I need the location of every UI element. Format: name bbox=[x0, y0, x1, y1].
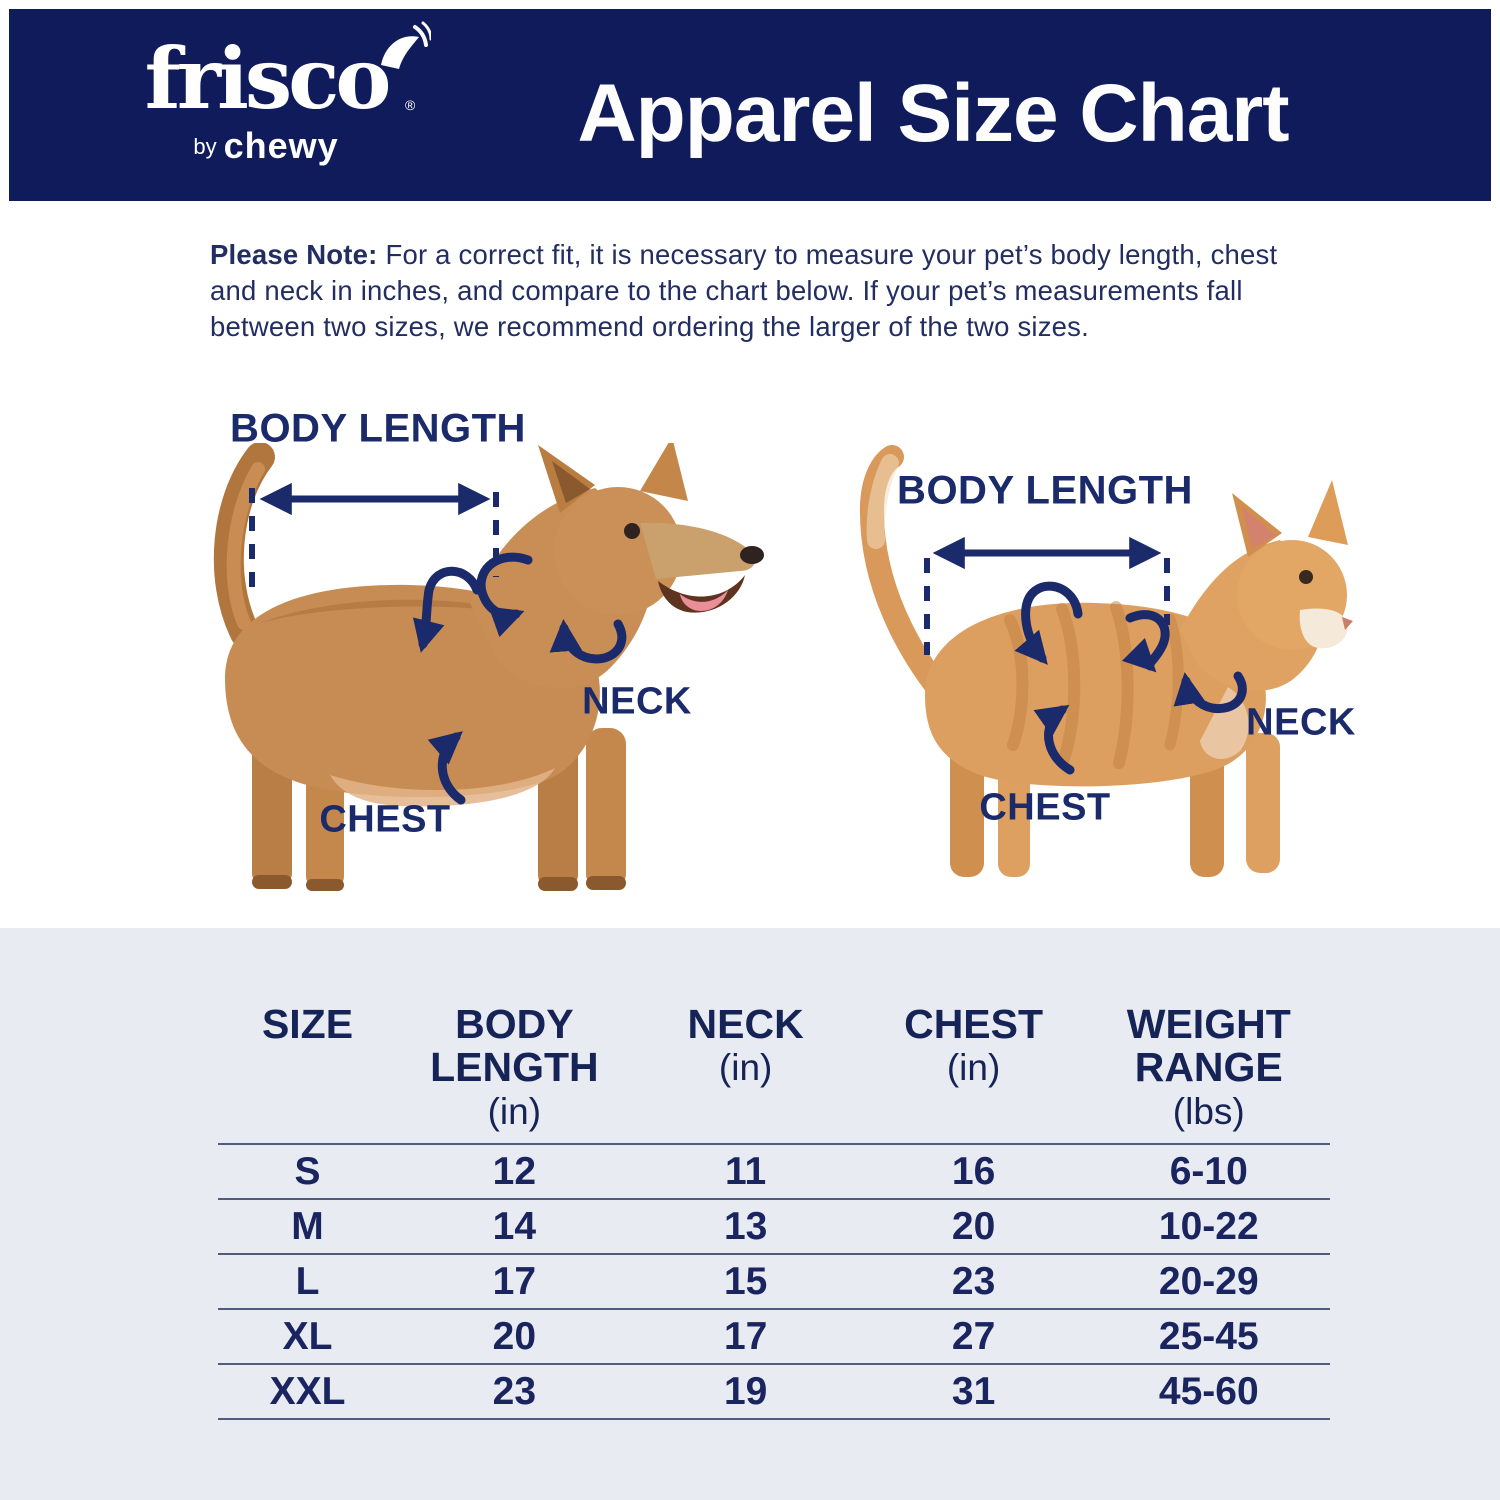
dog-tail bbox=[213, 443, 275, 648]
girth-arrow-icon bbox=[476, 552, 533, 638]
fit-note: Please Note: For a correct fit, it is nec… bbox=[210, 237, 1288, 344]
chest-cell: 20 bbox=[951, 1204, 996, 1248]
size-table-section: SIZE BODY LENGTH (in) NECK (in) CHEST (i… bbox=[0, 928, 1500, 1500]
girth-arrow-icon bbox=[1014, 581, 1083, 665]
registered-mark: ® bbox=[405, 97, 416, 114]
table-row: XXL 23 19 31 45-60 bbox=[218, 1363, 1330, 1420]
size-cell: L bbox=[295, 1259, 320, 1303]
byline-by: by bbox=[193, 134, 217, 160]
chest-cell: 27 bbox=[951, 1314, 996, 1358]
column-header-neck: NECK (in) bbox=[687, 1001, 804, 1089]
chest-arrow-icon bbox=[427, 731, 466, 805]
note-text: For a correct fit, it is necessary to me… bbox=[210, 239, 1278, 342]
chest-cell: 23 bbox=[951, 1259, 996, 1303]
size-cell: XL bbox=[282, 1314, 333, 1358]
neck-arrow-icon bbox=[549, 619, 627, 664]
body-length-cell: 17 bbox=[492, 1259, 537, 1303]
table-row: M 14 13 20 10-22 bbox=[218, 1198, 1330, 1253]
frisco-logo: frisco ® by chewy bbox=[101, 21, 432, 167]
cat-neck-label: NECK bbox=[1246, 701, 1356, 744]
table-row: S 12 11 16 6-10 bbox=[218, 1143, 1330, 1198]
dog-neck-label: NECK bbox=[582, 680, 692, 723]
cat-legs bbox=[950, 733, 1280, 877]
neck-cell: 17 bbox=[723, 1314, 768, 1358]
dog-chest-label: CHEST bbox=[319, 798, 451, 841]
page-title: Apparel Size Chart bbox=[577, 68, 1289, 159]
cat-head bbox=[1232, 480, 1353, 650]
annotation-layer bbox=[249, 482, 1247, 805]
dog-body-length-label: BODY LENGTH bbox=[230, 406, 526, 451]
cat-tail bbox=[859, 445, 960, 712]
body-length-cell: 12 bbox=[492, 1149, 537, 1193]
frisco-wordmark-text: frisco bbox=[144, 29, 392, 128]
girth-arrow-icon bbox=[1122, 610, 1170, 673]
size-cell: XXL bbox=[269, 1369, 346, 1413]
girth-arrow-icon bbox=[412, 566, 482, 653]
dog-head bbox=[538, 443, 764, 615]
size-cell: M bbox=[291, 1204, 324, 1248]
column-header-weight-range: WEIGHT RANGE (lbs) bbox=[1126, 1001, 1291, 1132]
chest-cell: 31 bbox=[951, 1369, 996, 1413]
byline-chewy: chewy bbox=[223, 125, 339, 167]
weight-cell: 25-45 bbox=[1158, 1314, 1259, 1358]
measurement-diagrams: BODY LENGTH NECK CHEST BODY LENGTH NECK … bbox=[0, 200, 1500, 928]
chest-cell: 16 bbox=[951, 1149, 996, 1193]
dog-illustration bbox=[213, 443, 764, 891]
weight-cell: 45-60 bbox=[1158, 1369, 1259, 1413]
table-row: XL 20 17 27 25-45 bbox=[218, 1308, 1330, 1363]
cat-body-length-label: BODY LENGTH bbox=[897, 468, 1193, 513]
column-header-size: SIZE bbox=[261, 1001, 354, 1047]
size-table: SIZE BODY LENGTH (in) NECK (in) CHEST (i… bbox=[218, 1001, 1330, 1420]
size-cell: S bbox=[294, 1149, 321, 1193]
dog-measure-annotations bbox=[249, 482, 627, 805]
neck-cell: 11 bbox=[725, 1149, 767, 1193]
cat-illustration bbox=[859, 445, 1353, 877]
cat-chest-label: CHEST bbox=[979, 786, 1111, 829]
weight-cell: 6-10 bbox=[1169, 1149, 1248, 1193]
brand-byline: by chewy bbox=[101, 125, 431, 167]
body-length-cell: 14 bbox=[492, 1204, 537, 1248]
column-header-chest: CHEST (in) bbox=[904, 1001, 1044, 1089]
frisco-wordmark: frisco ® bbox=[145, 21, 432, 123]
frisco-tail-icon bbox=[381, 21, 432, 69]
neck-arrow-icon bbox=[1173, 671, 1247, 714]
weight-cell: 20-29 bbox=[1158, 1259, 1259, 1303]
weight-cell: 10-22 bbox=[1158, 1204, 1259, 1248]
note-label: Please Note: bbox=[210, 239, 378, 270]
body-length-cell: 20 bbox=[492, 1314, 537, 1358]
neck-cell: 19 bbox=[723, 1369, 768, 1413]
cat-measure-annotations bbox=[924, 536, 1247, 775]
neck-cell: 15 bbox=[723, 1259, 768, 1303]
table-header-row: SIZE BODY LENGTH (in) NECK (in) CHEST (i… bbox=[218, 1001, 1330, 1143]
neck-cell: 13 bbox=[723, 1204, 768, 1248]
table-row: L 17 15 23 20-29 bbox=[218, 1253, 1330, 1308]
column-header-body-length: BODY LENGTH (in) bbox=[430, 1001, 599, 1132]
body-length-cell: 23 bbox=[492, 1369, 537, 1413]
brand-banner: frisco ® by chewy Apparel Size Chart bbox=[9, 9, 1491, 201]
chest-arrow-icon bbox=[1033, 704, 1075, 775]
